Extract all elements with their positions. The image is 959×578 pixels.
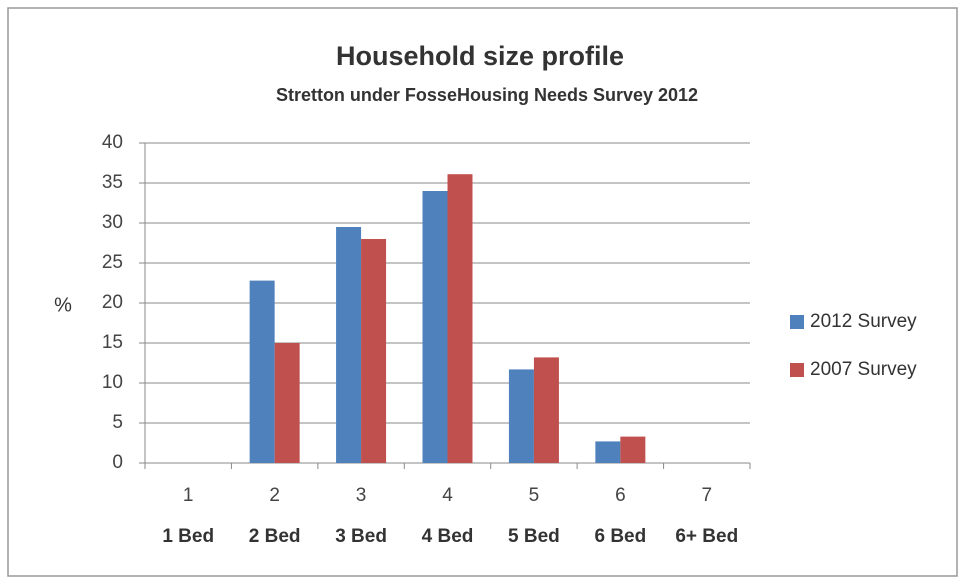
y-axis-label: %: [54, 294, 72, 316]
chart-frame: [7, 7, 958, 577]
y-tick-label: 0: [112, 452, 123, 473]
bar: [447, 174, 473, 463]
bar: [508, 369, 534, 463]
x-category-label: 1 Bed: [162, 526, 214, 547]
legend-swatch: [790, 315, 804, 329]
x-category-label: 5 Bed: [508, 526, 560, 547]
bar: [249, 280, 275, 463]
legend-swatch: [790, 363, 804, 377]
x-tick-label: 1: [183, 485, 194, 506]
bar: [422, 191, 448, 463]
x-tick-label: 2: [269, 485, 280, 506]
chart-title: Household size profile: [336, 41, 624, 71]
y-tick-label: 20: [102, 292, 123, 313]
x-category-label: 6 Bed: [594, 526, 646, 547]
bar: [595, 441, 621, 463]
x-tick-label: 7: [701, 485, 712, 506]
y-tick-label: 35: [102, 172, 123, 193]
bar: [274, 343, 300, 463]
legend-label: 2012 Survey: [810, 311, 917, 332]
x-tick-label: 5: [529, 485, 540, 506]
y-tick-label: 15: [102, 332, 123, 353]
x-category-label: 2 Bed: [249, 526, 301, 547]
y-tick-label: 25: [102, 252, 123, 273]
x-category-label: 4 Bed: [422, 526, 474, 547]
legend-label: 2007 Survey: [810, 359, 917, 380]
y-tick-label: 40: [102, 132, 123, 153]
x-category-label: 3 Bed: [335, 526, 387, 547]
x-category-label: 6+ Bed: [675, 526, 738, 547]
x-tick-label: 3: [356, 485, 367, 506]
bar: [336, 227, 362, 463]
bar: [361, 239, 387, 463]
x-tick-label: 6: [615, 485, 626, 506]
y-tick-label: 5: [112, 412, 123, 433]
chart-subtitle: Stretton under FosseHousing Needs Survey…: [276, 85, 698, 105]
x-tick-label: 4: [442, 485, 453, 506]
bar: [620, 436, 646, 463]
y-tick-label: 10: [102, 372, 123, 393]
bar: [533, 357, 559, 463]
y-tick-label: 30: [102, 212, 123, 233]
